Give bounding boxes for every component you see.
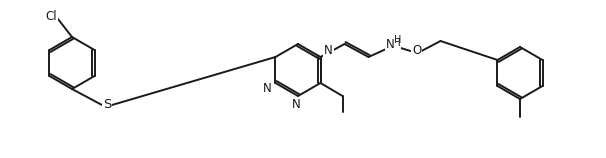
Text: Cl: Cl — [45, 9, 57, 22]
Text: N: N — [386, 39, 395, 52]
Text: N: N — [291, 97, 301, 110]
Text: H: H — [393, 38, 401, 48]
Text: O: O — [412, 45, 421, 58]
Text: N: N — [263, 82, 272, 95]
Text: S: S — [103, 98, 111, 112]
Text: H: H — [394, 35, 401, 45]
Text: N: N — [324, 45, 333, 58]
